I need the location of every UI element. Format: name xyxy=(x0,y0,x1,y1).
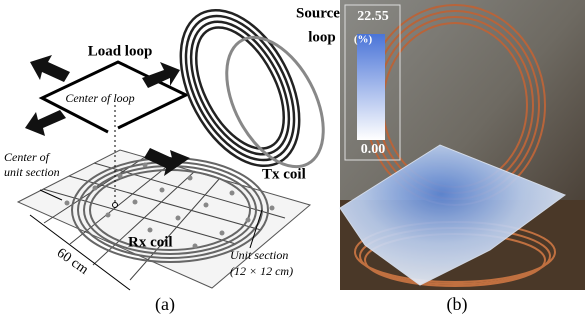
colorbar-unit: (%) xyxy=(354,34,373,46)
colorbar xyxy=(357,34,385,140)
source-loop xyxy=(207,21,343,182)
label: (12 × 12 cm) xyxy=(230,264,293,278)
label: Center of loop xyxy=(65,91,134,105)
page: {"panel_a": {"caption": "(a)", "source_l… xyxy=(0,0,585,324)
figure: Source loop Load loop Center of loop Cen… xyxy=(0,0,585,324)
panel-a: Source loop Load loop Center of loop Cen… xyxy=(4,0,343,315)
label: Source xyxy=(296,5,340,21)
caption: (a) xyxy=(155,294,175,315)
colorbar-max: 22.55 xyxy=(357,9,389,24)
label: unit section xyxy=(4,165,60,179)
label: loop xyxy=(308,29,336,45)
colorbar-min: 0.00 xyxy=(361,142,386,157)
label: Load loop xyxy=(88,43,153,59)
label: Center of xyxy=(4,150,51,164)
panel-b: 22.55 (%) 0.00 (b) xyxy=(340,0,585,315)
label: Tx coil xyxy=(262,166,306,182)
label: Unit section xyxy=(230,248,288,262)
label: Rx coil xyxy=(128,234,173,250)
caption: (b) xyxy=(447,294,468,315)
label: 60 cm xyxy=(54,246,91,278)
